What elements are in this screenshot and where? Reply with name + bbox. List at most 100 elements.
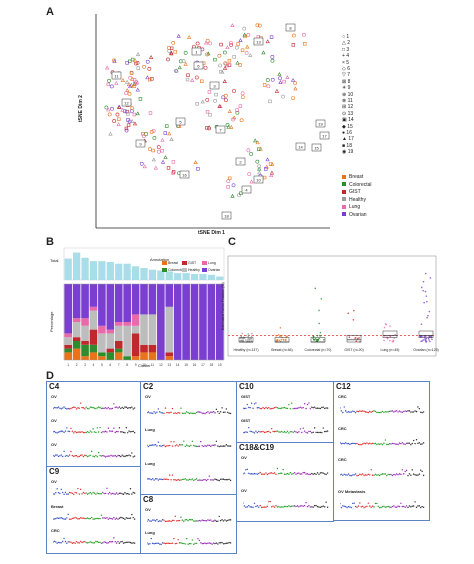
b-stack-segment bbox=[123, 356, 131, 360]
legend-label: Ovarian bbox=[349, 211, 367, 218]
cnv-point bbox=[224, 519, 226, 521]
cnv-box: C10 GIST GIST bbox=[236, 381, 334, 443]
cnv-point bbox=[91, 493, 93, 495]
cnv-point bbox=[120, 407, 122, 410]
cnv-row-label: OV bbox=[51, 394, 57, 399]
cnv-point bbox=[205, 445, 208, 448]
cnv-point bbox=[325, 407, 327, 409]
tsne-point bbox=[217, 104, 222, 108]
panel-letter-a: A bbox=[46, 6, 54, 18]
cnv-point bbox=[63, 450, 65, 452]
c-ylabel: Estimated Tumor Fraction (%) bbox=[221, 282, 225, 330]
cnv-point bbox=[325, 430, 327, 433]
cnv-point bbox=[305, 431, 307, 434]
cnv-point bbox=[312, 506, 314, 508]
cluster-tag-label: 8 bbox=[289, 26, 292, 31]
c-point bbox=[250, 337, 253, 340]
cnv-point bbox=[81, 454, 83, 456]
cluster-tag-box bbox=[319, 131, 330, 140]
cnv-point bbox=[67, 455, 69, 458]
cnv-point bbox=[174, 515, 177, 517]
cnv-point bbox=[71, 492, 74, 495]
cnv-point bbox=[417, 406, 419, 408]
cnv-point bbox=[100, 407, 103, 410]
b-annotation-item: Breast bbox=[162, 261, 178, 266]
tsne-point bbox=[181, 59, 186, 63]
cnv-point bbox=[201, 412, 203, 414]
cnv-point bbox=[77, 487, 79, 490]
cnv-point bbox=[115, 492, 118, 494]
tsne-point bbox=[169, 137, 174, 141]
cnv-point bbox=[391, 474, 394, 477]
b-stack-segment bbox=[89, 310, 98, 330]
cnv-point bbox=[95, 408, 97, 410]
cnv-point bbox=[56, 542, 58, 545]
cnv-point bbox=[354, 411, 357, 414]
tsne-point bbox=[124, 79, 130, 84]
c-point bbox=[286, 335, 288, 337]
cnv-point bbox=[60, 542, 62, 544]
cnv-point bbox=[193, 543, 195, 546]
tsne-point bbox=[106, 107, 111, 112]
cnv-point bbox=[268, 430, 270, 433]
cnv-point bbox=[408, 473, 411, 475]
tsne-point bbox=[106, 82, 110, 87]
cnv-point bbox=[381, 410, 384, 413]
tsne-point bbox=[232, 89, 236, 93]
cnv-point bbox=[168, 520, 171, 522]
c-point bbox=[420, 340, 422, 343]
cnv-point bbox=[93, 407, 96, 409]
legend-swatch bbox=[342, 212, 346, 217]
cnv-point bbox=[229, 479, 232, 481]
b-x-tick: 7 bbox=[118, 363, 120, 367]
cnv-point bbox=[281, 430, 283, 433]
cnv-point bbox=[118, 427, 121, 429]
cnv-point bbox=[211, 543, 213, 545]
cnv-point bbox=[260, 431, 263, 433]
tsne-point bbox=[226, 185, 230, 189]
cnv-point bbox=[64, 407, 67, 410]
cnv-point bbox=[265, 506, 267, 508]
b-stack-segment bbox=[72, 284, 81, 319]
cnv-point bbox=[374, 473, 377, 475]
cnv-point bbox=[405, 504, 408, 507]
cnv-point bbox=[303, 403, 306, 405]
b-x-tick: 18 bbox=[210, 363, 214, 367]
cnv-point bbox=[132, 456, 134, 458]
cnv-point bbox=[225, 542, 228, 544]
tsne-point bbox=[127, 84, 133, 88]
b-x-tick: 9 bbox=[135, 363, 137, 367]
cluster-tag-box bbox=[295, 142, 306, 151]
cnv-point bbox=[53, 517, 56, 520]
cnv-row-label: OV bbox=[241, 455, 247, 460]
cnv-point bbox=[422, 411, 425, 413]
cnv-point bbox=[117, 430, 119, 433]
cnv-point bbox=[266, 430, 269, 433]
cnv-point bbox=[383, 473, 385, 475]
cnv-point bbox=[114, 493, 116, 495]
tsne-point bbox=[128, 75, 133, 80]
cnv-point bbox=[147, 444, 148, 447]
panel-letter-c: C bbox=[228, 236, 236, 248]
cnv-point bbox=[309, 473, 312, 476]
cnv-point bbox=[159, 411, 161, 413]
cnv-point bbox=[217, 479, 219, 481]
cnv-track bbox=[340, 406, 425, 414]
cnv-point bbox=[195, 520, 198, 522]
cnv-point bbox=[370, 469, 372, 471]
c-point bbox=[423, 301, 425, 304]
tsne-point bbox=[174, 68, 179, 73]
cnv-point bbox=[183, 412, 185, 415]
cnv-point bbox=[133, 407, 136, 409]
cnv-point bbox=[117, 493, 119, 495]
cnv-point bbox=[219, 411, 222, 413]
cnv-point bbox=[285, 432, 287, 434]
tsne-point bbox=[178, 59, 183, 64]
cnv-point bbox=[166, 445, 168, 447]
cnv-point bbox=[84, 408, 86, 410]
cnv-point bbox=[210, 542, 212, 545]
tsne-point bbox=[117, 105, 122, 109]
cnv-point bbox=[111, 430, 114, 432]
cluster-tag-label: 5 bbox=[179, 120, 182, 125]
cnv-point bbox=[66, 542, 68, 545]
